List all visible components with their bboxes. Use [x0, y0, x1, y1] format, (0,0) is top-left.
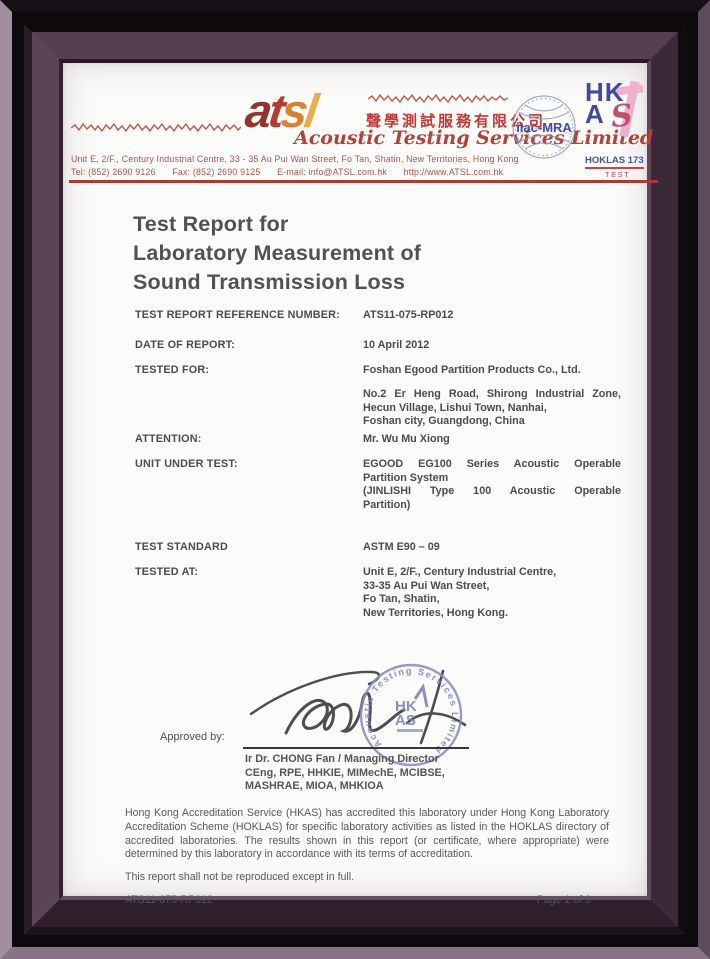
hkas-letter-s: S	[609, 97, 635, 136]
hkas-logo: HK A S HOKLAS 173 TEST	[585, 77, 665, 211]
approved-by-label: Approved by:	[160, 731, 225, 743]
approver-name-title: Ir Dr. CHONG Fan / Managing Director	[245, 753, 439, 765]
report-fields: TEST REPORT REFERENCE NUMBER: ATS11-075-…	[135, 309, 621, 629]
report-title-line1: Test Report for	[133, 212, 289, 236]
field-value: 10 April 2012	[363, 339, 430, 351]
field-label: ATTENTION:	[135, 433, 202, 445]
company-name-english: Acoustic Testing Services Limited	[294, 127, 654, 149]
company-website: http://www.ATSL.com.hk	[403, 167, 504, 177]
field-value-line: Foshan city, Guangdong, China	[363, 415, 525, 427]
field-value-line: No.2 Er Heng Road, Shirong Industrial Zo…	[363, 388, 621, 400]
waveform-right-icon	[368, 93, 508, 104]
field-value-line: EGOOD EG100 Series Acoustic Operable	[363, 458, 621, 470]
picture-frame-band: atsl 聲學測試服務有限公司 Acoustic Testing Service…	[32, 32, 678, 927]
field-value-line: Hecun Village, Lishui Town, Nanhai,	[363, 401, 547, 414]
company-address: Unit E, 2/F., Century Industrial Centre,…	[71, 154, 519, 164]
company-fax: Fax: (852) 2690 9125	[172, 167, 261, 177]
report-title-line2: Laboratory Measurement of	[133, 241, 422, 265]
reproduction-note: This report shall not be reproduced exce…	[125, 871, 355, 883]
hkas-letter-a: A	[585, 99, 605, 129]
field-value: ASTM E90 – 09	[363, 541, 440, 553]
header-divider	[69, 180, 658, 183]
field-label: DATE OF REPORT:	[135, 339, 235, 351]
svg-text:AS: AS	[395, 712, 416, 729]
signature-line	[243, 747, 469, 749]
ilac-mra-logo: ilac-MRA	[512, 95, 576, 159]
approver-credentials-line1: CEng, RPE, HHKIE, MIMechE, MCIBSE,	[245, 766, 445, 779]
ilac-mra-label: ilac-MRA	[516, 120, 572, 135]
svg-text:HK: HK	[395, 698, 417, 715]
field-label: TESTED AT:	[135, 566, 199, 578]
company-email: E-mail: info@ATSL.com.hk	[277, 167, 388, 177]
signature	[249, 669, 467, 745]
picture-frame-lip: atsl 聲學測試服務有限公司 Acoustic Testing Service…	[59, 59, 658, 906]
field-label: TEST STANDARD	[135, 541, 228, 553]
approver-details: Ir Dr. CHONG Fan / Managing Director CEn…	[245, 753, 445, 794]
company-tel: Tel: (852) 2690 9126	[71, 167, 156, 177]
field-value-line: (JINLISHI Type 100 Acoustic Operable	[363, 485, 621, 497]
accreditation-note: Hong Kong Accreditation Service (HKAS) h…	[125, 807, 609, 861]
hkas-letters-hk: HK	[585, 77, 625, 107]
field-value-line: New Territories, Hong Kong.	[363, 606, 508, 619]
field-value: ATS11-075-RP012	[363, 309, 454, 321]
field-label: TEST REPORT REFERENCE NUMBER:	[135, 309, 340, 321]
field-label: UNIT UNDER TEST:	[135, 458, 238, 470]
approver-credentials-line2: MASHRAE, MIOA, MHKIOA	[245, 780, 384, 792]
picture-frame-groove: atsl 聲學測試服務有限公司 Acoustic Testing Service…	[24, 24, 686, 935]
report-title: Test Report for Laboratory Measurement o…	[133, 210, 421, 297]
report-page: atsl 聲學測試服務有限公司 Acoustic Testing Service…	[63, 63, 658, 906]
field-value: Foshan Egood Partition Products Co., Ltd…	[363, 364, 581, 376]
footer-page-number: Page 1 of 9	[536, 894, 591, 906]
field-value-line: Partition)	[363, 498, 411, 511]
field-value-line: 33-35 Au Pui Wan Street,	[363, 579, 490, 592]
field-value: Mr. Wu Mu Xiong	[363, 433, 450, 445]
company-stamp: Acoustic Testing Services Limited ✳ HK A…	[359, 663, 463, 767]
hoklas-number-label: HOKLAS 173	[585, 155, 644, 169]
company-contact-line: Tel: (852) 2690 9126 Fax: (852) 2690 912…	[71, 167, 517, 177]
hoklas-test-label: TEST	[605, 170, 631, 179]
field-value-line: Fo Tan, Shatin,	[363, 593, 440, 605]
stamp-star-icon: ✳	[407, 755, 414, 764]
report-title-line3: Sound Transmission Loss	[133, 270, 406, 294]
field-value-line: Unit E, 2/F., Century Industrial Centre,	[363, 566, 557, 578]
waveform-left-icon	[71, 122, 241, 133]
field-value-line: Partition System	[363, 471, 449, 484]
stamp-center-hkas-icon: HK AS	[395, 683, 429, 732]
footer-report-reference: ATS11-075-RP012	[125, 894, 213, 906]
company-name-chinese: 聲學測試服務有限公司	[366, 113, 547, 130]
field-label: TESTED FOR:	[135, 364, 210, 376]
